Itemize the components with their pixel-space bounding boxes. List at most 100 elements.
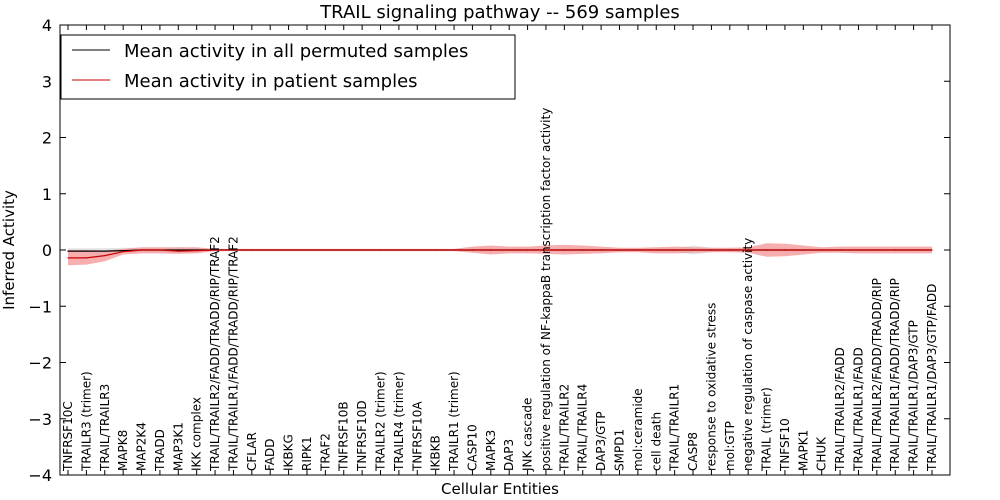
category-label: TRAILR2 (trimer): [374, 371, 388, 472]
point-series-0: [85, 250, 87, 252]
point-series-1: [747, 249, 749, 251]
category-label: IKBKG: [282, 434, 296, 471]
category-label: TRAIL/TRAILR1/FADD/TRADD/RIP/TRAF2: [226, 236, 240, 472]
point-series-1: [453, 249, 455, 251]
category-label: TRAIL/TRAILR4: [576, 384, 590, 472]
y-tick-label: 4: [42, 16, 52, 35]
point-series-1: [232, 249, 234, 251]
legend-label-permuted: Mean activity in all permuted samples: [124, 41, 468, 62]
category-label: TRAIL/TRAILR3: [98, 384, 112, 472]
category-label: TRAILR1 (trimer): [447, 371, 461, 472]
category-label: MAPK8: [116, 430, 130, 471]
point-series-1: [379, 249, 382, 251]
category-label: TRAIL/TRAILR1/DAP3/GTP/FADD: [925, 284, 939, 472]
point-series-1: [269, 249, 271, 251]
category-label: IKK complex: [190, 397, 204, 471]
category-label: DAP3: [502, 439, 516, 471]
y-tick-label: 0: [42, 241, 52, 260]
point-series-1: [655, 249, 657, 251]
category-label: cell death: [649, 412, 663, 471]
point-series-1: [563, 249, 565, 251]
y-tick-label: −1: [28, 297, 52, 316]
point-series-1: [177, 250, 179, 252]
point-series-1: [710, 249, 713, 251]
category-label: TRAF2: [318, 433, 332, 472]
point-series-1: [324, 249, 326, 251]
category-label: response to oxidative stress: [704, 303, 718, 471]
category-label: mol:GTP: [723, 421, 737, 471]
point-series-1: [471, 249, 473, 251]
point-series-1: [729, 249, 731, 251]
category-label: FADD: [263, 439, 277, 472]
category-label: RIPK1: [300, 436, 314, 471]
point-series-1: [784, 249, 786, 251]
category-label: TNFRSF10D: [355, 400, 369, 472]
y-tick-label: 3: [42, 72, 52, 91]
point-series-1: [674, 249, 676, 251]
point-series-1: [545, 249, 547, 251]
category-label: negative regulation of caspase activity: [741, 238, 755, 471]
point-series-1: [159, 249, 161, 251]
category-label: positive regulation of NF-kappaB transcr…: [539, 108, 553, 471]
category-label: MAP3K1: [171, 422, 185, 471]
band-series-1: [68, 243, 932, 266]
point-series-1: [839, 249, 841, 251]
category-label: TRAIL/TRAILR2: [557, 384, 571, 472]
series-lines: [67, 249, 933, 259]
category-label: SMPD1: [612, 429, 626, 471]
point-series-1: [398, 249, 400, 251]
point-series-0: [177, 249, 179, 251]
point-series-1: [618, 249, 621, 251]
point-series-1: [766, 249, 768, 251]
point-series-1: [692, 249, 694, 251]
category-label: MAP2K4: [135, 422, 149, 471]
point-series-1: [508, 249, 510, 251]
category-label: TRAIL/TRAILR1: [668, 384, 682, 472]
point-series-1: [821, 249, 823, 251]
point-series-0: [67, 250, 69, 252]
point-series-1: [251, 249, 253, 251]
category-label: TRAIL/TRAILR1/FADD: [851, 347, 865, 472]
y-tick-label: 1: [42, 185, 52, 204]
category-label: TRAIL/TRAILR2/FADD/TRADD/RIP: [870, 278, 884, 472]
category-label: CASP8: [686, 432, 700, 471]
category-label: CFLAR: [245, 432, 259, 471]
category-label: TNFRSF10A: [410, 401, 424, 472]
point-series-1: [67, 257, 69, 259]
point-series-1: [85, 257, 87, 259]
category-label: MAPK3: [484, 430, 498, 471]
point-series-1: [343, 249, 345, 251]
point-series-1: [527, 249, 529, 251]
category-label: mol:ceramide: [631, 388, 645, 471]
category-label: IKBKB: [429, 435, 443, 471]
y-tick-label: −2: [28, 354, 52, 373]
chart-title: TRAIL signaling pathway -- 569 samples: [319, 2, 680, 23]
category-label: TRADD: [153, 429, 167, 472]
point-series-1: [214, 249, 216, 251]
line-series-1: [68, 249, 932, 259]
point-series-1: [140, 249, 143, 251]
point-series-1: [876, 249, 878, 251]
point-series-1: [931, 249, 933, 251]
category-label: CHUK: [815, 436, 829, 471]
point-series-1: [582, 249, 584, 251]
y-tick-label: −3: [28, 410, 52, 429]
point-series-1: [288, 249, 290, 251]
category-label: DAP3/GTP: [594, 411, 608, 471]
y-tick-label: 2: [42, 129, 52, 148]
category-label: TRAIL/TRAILR1/FADD/TRADD/RIP: [888, 278, 902, 472]
category-labels: TNFRSF10C TRAILR3 (trimer) TRAIL/TRAILR3 MA…: [61, 108, 939, 472]
category-label: TNFSF10: [778, 418, 792, 472]
point-series-0: [122, 250, 124, 252]
category-label: TNFRSF10C: [61, 401, 75, 472]
point-series-1: [416, 249, 418, 251]
point-series-1: [802, 249, 804, 251]
x-axis: [67, 25, 933, 475]
category-label: TRAIL/TRAILR2/FADD: [833, 347, 847, 472]
category-label: TRAIL/TRAILR2/FADD/TRADD/RIP/TRAF2: [208, 236, 222, 472]
confidence-bands: [68, 243, 932, 266]
category-label: CASP10: [465, 424, 479, 471]
point-series-0: [104, 250, 106, 252]
category-label: TNFRSF10B: [337, 401, 351, 472]
